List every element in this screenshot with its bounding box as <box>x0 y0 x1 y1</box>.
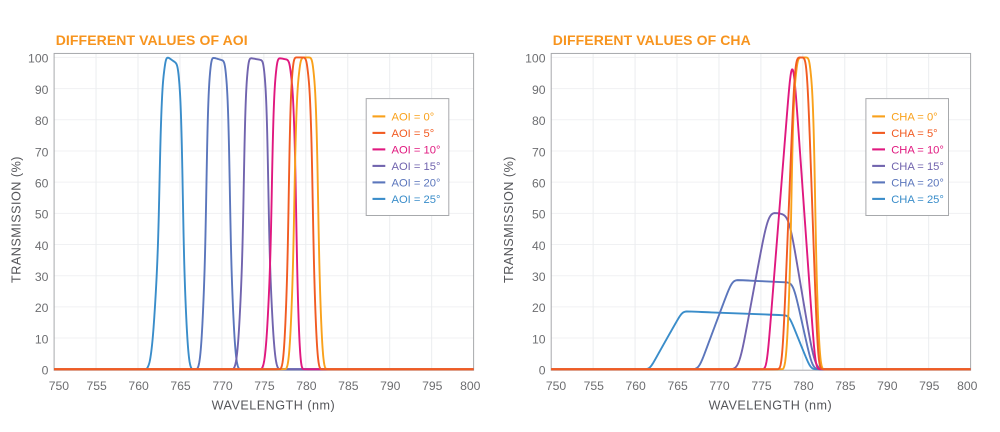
svg-text:100: 100 <box>28 52 49 66</box>
svg-text:750: 750 <box>49 379 70 393</box>
svg-text:770: 770 <box>212 379 233 393</box>
svg-text:CHA = 10°: CHA = 10° <box>891 145 944 157</box>
svg-text:50: 50 <box>532 208 546 222</box>
svg-text:775: 775 <box>751 379 772 393</box>
svg-text:765: 765 <box>667 379 688 393</box>
svg-text:760: 760 <box>128 379 149 393</box>
svg-text:785: 785 <box>338 379 359 393</box>
svg-text:80: 80 <box>532 114 546 128</box>
svg-text:40: 40 <box>35 239 49 253</box>
svg-text:100: 100 <box>525 52 546 66</box>
svg-text:755: 755 <box>86 379 107 393</box>
svg-text:20: 20 <box>532 301 546 315</box>
svg-text:CHA = 0°: CHA = 0° <box>891 112 937 124</box>
svg-text:765: 765 <box>170 379 191 393</box>
svg-text:AOI = 20°: AOI = 20° <box>392 178 441 190</box>
svg-text:800: 800 <box>957 379 978 393</box>
svg-text:AOI = 0°: AOI = 0° <box>392 112 435 124</box>
svg-text:790: 790 <box>380 379 401 393</box>
svg-text:CHA = 15°: CHA = 15° <box>891 161 944 173</box>
svg-text:AOI = 25°: AOI = 25° <box>392 194 441 206</box>
svg-text:785: 785 <box>835 379 856 393</box>
svg-text:30: 30 <box>35 270 49 284</box>
svg-text:DIFFERENT VALUES OF CHA: DIFFERENT VALUES OF CHA <box>553 32 751 48</box>
svg-text:30: 30 <box>532 270 546 284</box>
svg-text:AOI = 5°: AOI = 5° <box>392 128 435 140</box>
svg-text:TRANSMISSION (%): TRANSMISSION (%) <box>502 156 516 283</box>
svg-text:10: 10 <box>35 332 49 346</box>
svg-text:AOI = 15°: AOI = 15° <box>392 161 441 173</box>
svg-text:775: 775 <box>254 379 275 393</box>
svg-text:60: 60 <box>532 176 546 190</box>
svg-text:50: 50 <box>35 208 49 222</box>
svg-text:780: 780 <box>296 379 317 393</box>
svg-text:AOI = 10°: AOI = 10° <box>392 145 441 157</box>
svg-text:795: 795 <box>422 379 443 393</box>
svg-text:70: 70 <box>532 145 546 159</box>
svg-text:770: 770 <box>709 379 730 393</box>
svg-text:800: 800 <box>460 379 481 393</box>
svg-text:20: 20 <box>35 301 49 315</box>
svg-text:70: 70 <box>35 145 49 159</box>
svg-text:DIFFERENT VALUES OF AOI: DIFFERENT VALUES OF AOI <box>56 32 248 48</box>
svg-text:0: 0 <box>539 364 546 378</box>
svg-text:755: 755 <box>584 379 605 393</box>
svg-text:60: 60 <box>35 176 49 190</box>
svg-text:760: 760 <box>626 379 647 393</box>
svg-text:780: 780 <box>793 379 814 393</box>
svg-text:750: 750 <box>546 379 567 393</box>
svg-text:CHA = 20°: CHA = 20° <box>891 178 944 190</box>
svg-text:CHA = 25°: CHA = 25° <box>891 194 944 206</box>
svg-text:790: 790 <box>877 379 898 393</box>
svg-text:80: 80 <box>35 114 49 128</box>
svg-text:90: 90 <box>532 83 546 97</box>
svg-text:CHA = 5°: CHA = 5° <box>891 128 937 140</box>
svg-text:WAVELENGTH (nm): WAVELENGTH (nm) <box>709 398 833 412</box>
svg-text:90: 90 <box>35 83 49 97</box>
svg-text:10: 10 <box>532 332 546 346</box>
svg-text:40: 40 <box>532 239 546 253</box>
svg-text:WAVELENGTH (nm): WAVELENGTH (nm) <box>212 398 336 412</box>
svg-text:TRANSMISSION (%): TRANSMISSION (%) <box>10 156 24 283</box>
svg-text:0: 0 <box>42 364 49 378</box>
svg-text:795: 795 <box>919 379 940 393</box>
